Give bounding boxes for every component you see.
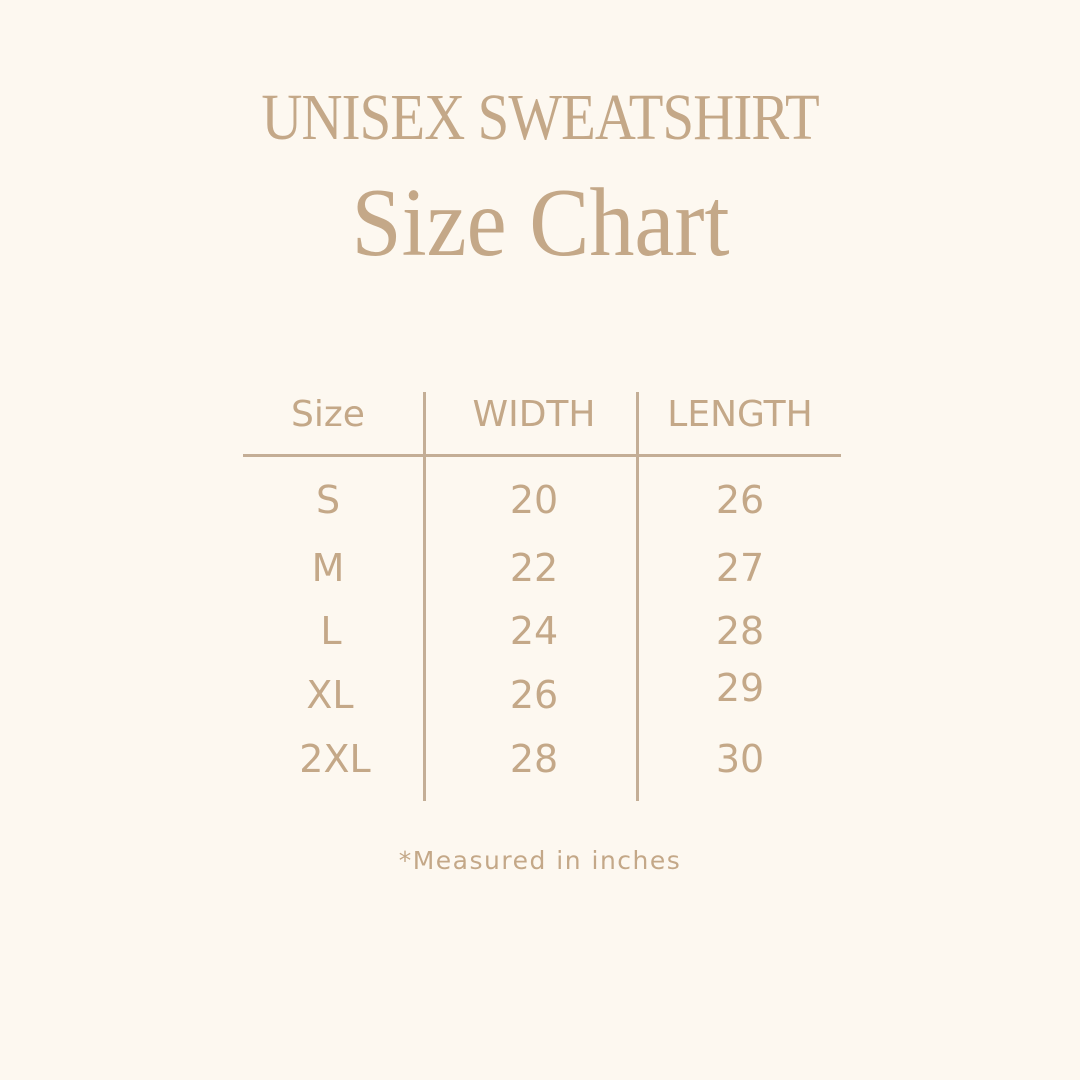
cell-size: 2XL bbox=[299, 737, 371, 781]
cell-length: 27 bbox=[715, 546, 765, 590]
title-line-1: UNISEX SWEATSHIRT bbox=[0, 78, 1080, 158]
column-divider bbox=[636, 392, 639, 801]
page-title: Size Chart bbox=[0, 168, 1080, 278]
footnote: *Measured in inches bbox=[398, 846, 682, 875]
cell-width: 26 bbox=[509, 673, 559, 717]
cell-size: L bbox=[320, 609, 342, 653]
cell-width: 20 bbox=[509, 478, 559, 522]
cell-size: XL bbox=[306, 673, 354, 717]
column-divider bbox=[423, 392, 426, 801]
cell-size: M bbox=[311, 546, 345, 590]
page-title-text: Size Chart bbox=[350, 169, 730, 277]
title-line-1-text: UNISEX SWEATSHIRT bbox=[261, 81, 819, 154]
cell-width: 22 bbox=[509, 546, 559, 590]
cell-length: 26 bbox=[715, 478, 765, 522]
header-divider bbox=[243, 454, 841, 457]
cell-width: 24 bbox=[509, 609, 559, 653]
cell-length: 28 bbox=[715, 609, 765, 653]
header-width: WIDTH bbox=[472, 394, 596, 435]
cell-width: 28 bbox=[509, 737, 559, 781]
cell-size: S bbox=[315, 478, 341, 522]
cell-length: 29 bbox=[715, 666, 765, 710]
cell-length: 30 bbox=[715, 737, 765, 781]
header-length: LENGTH bbox=[667, 394, 813, 435]
header-size: Size bbox=[291, 394, 365, 435]
